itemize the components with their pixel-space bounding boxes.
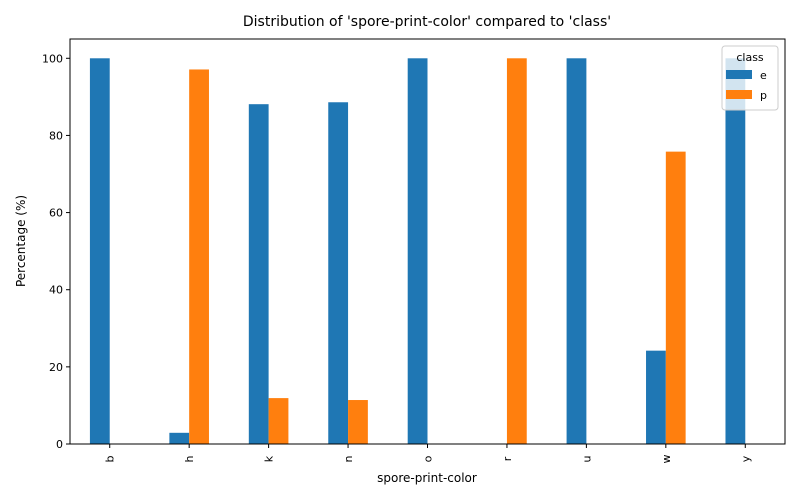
legend-title: class bbox=[736, 51, 764, 64]
y-axis-label: Percentage (%) bbox=[14, 195, 28, 287]
x-tick-label: k bbox=[263, 455, 276, 462]
x-tick-label: u bbox=[580, 456, 593, 463]
y-tick-label: 80 bbox=[49, 129, 63, 142]
x-tick-label: w bbox=[660, 455, 673, 464]
bar-p-n bbox=[348, 400, 368, 444]
bar-p-r bbox=[506, 58, 527, 444]
y-tick-label: 60 bbox=[49, 207, 63, 220]
y-tick-label: 40 bbox=[49, 284, 63, 297]
legend-swatch-p bbox=[726, 90, 752, 99]
y-tick-label: 20 bbox=[49, 361, 63, 374]
legend-swatch-e bbox=[726, 70, 752, 79]
x-tick-label: n bbox=[342, 455, 355, 462]
legend: class ep bbox=[721, 45, 779, 111]
x-tick-label: r bbox=[501, 456, 514, 461]
x-tick-label: b bbox=[104, 455, 117, 462]
bar-p-w bbox=[665, 151, 686, 444]
bar-e-k bbox=[248, 104, 269, 444]
x-tick-label: h bbox=[183, 455, 196, 462]
bar-e-w bbox=[646, 350, 666, 444]
chart-title: Distribution of 'spore-print-color' comp… bbox=[243, 14, 611, 30]
bar-p-h bbox=[189, 69, 209, 444]
bar-e-o bbox=[407, 58, 428, 444]
bar-e-u bbox=[566, 58, 587, 444]
bar-e-y bbox=[725, 58, 746, 444]
bar-e-n bbox=[328, 102, 349, 444]
legend-label-p: p bbox=[760, 89, 767, 102]
x-tick-label: y bbox=[739, 455, 752, 462]
plot-area bbox=[89, 58, 746, 444]
x-tick-label: o bbox=[422, 455, 435, 462]
legend-label-e: e bbox=[760, 69, 767, 82]
bar-e-h bbox=[169, 432, 190, 444]
x-axis-label: spore-print-color bbox=[377, 471, 477, 485]
bar-p-k bbox=[268, 398, 289, 444]
bar-e-b bbox=[89, 58, 110, 444]
y-tick-label: 0 bbox=[56, 438, 63, 451]
y-tick-label: 100 bbox=[42, 52, 63, 65]
y-axis: 0 20 40 60 80 100 bbox=[42, 52, 70, 451]
